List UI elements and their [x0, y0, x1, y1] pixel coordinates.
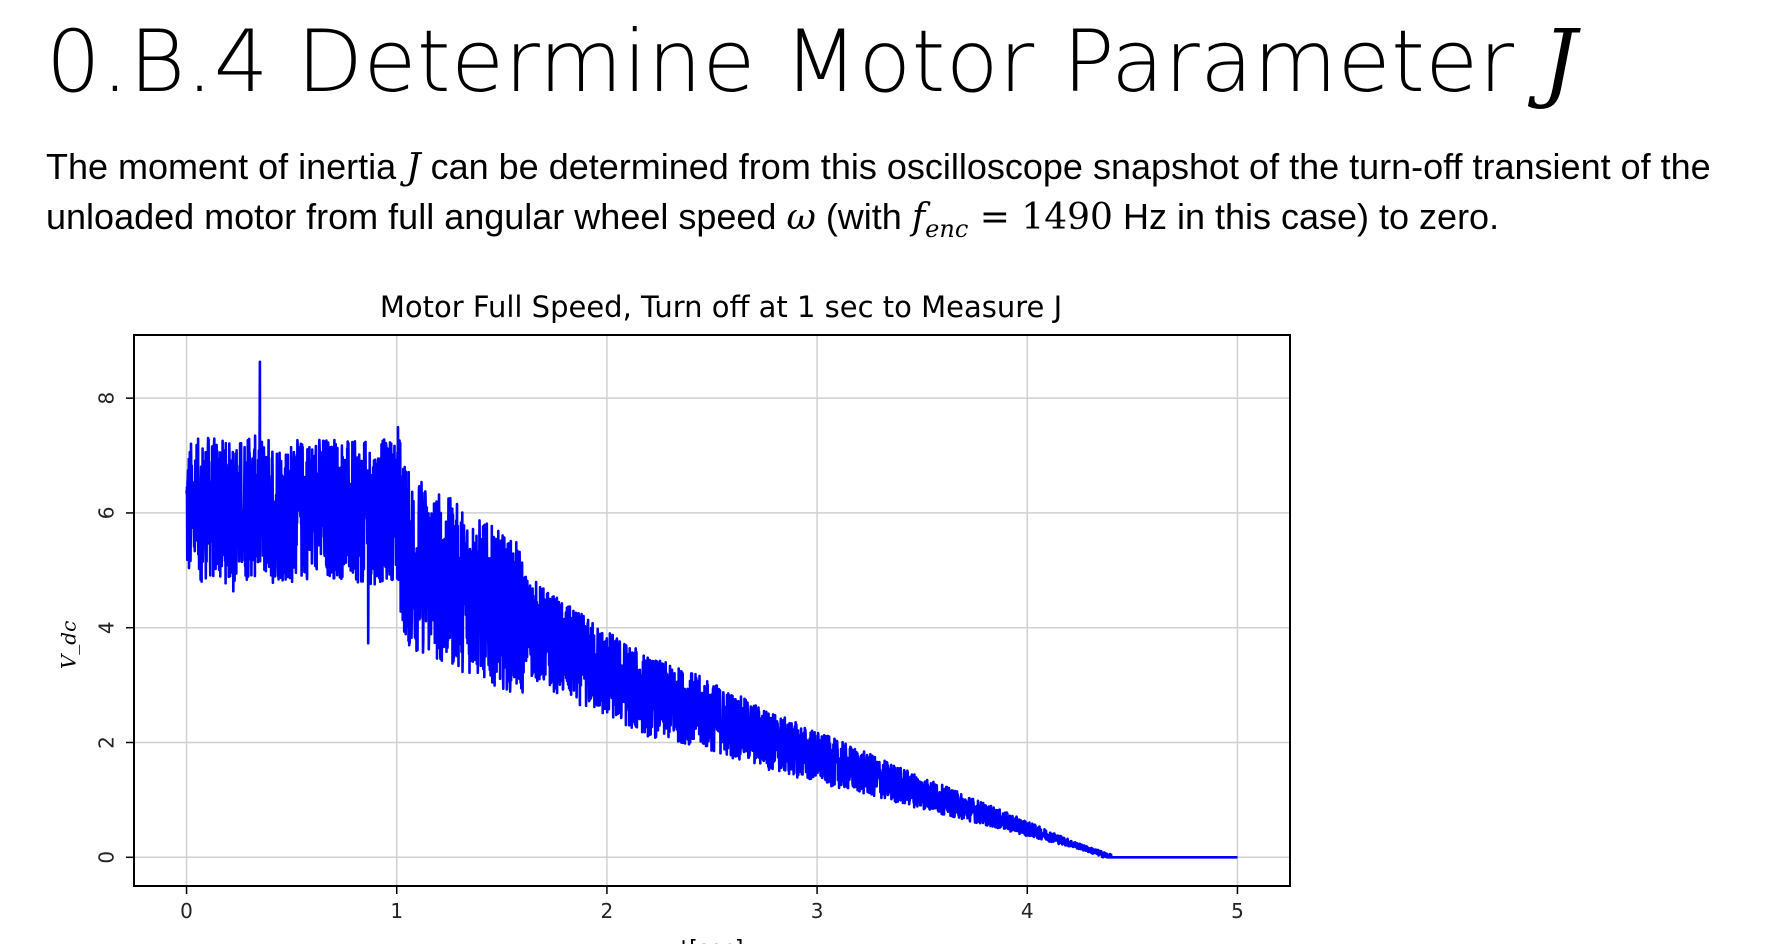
slide-title-text: 0.B.4 Determine Motor Parameter — [46, 12, 1543, 112]
chart-title: Motor Full Speed, Turn off at 1 sec to M… — [380, 290, 1062, 324]
desc-symbol-J: J — [406, 147, 421, 188]
x-tick-label: 2 — [601, 899, 614, 923]
y-axis-label: V_dc — [57, 621, 81, 669]
x-tick-label: 5 — [1231, 899, 1244, 923]
desc-text-4: Hz in this case) to zero. — [1112, 196, 1500, 237]
x-tick-label: 4 — [1021, 899, 1034, 923]
x-tick-label: 1 — [390, 899, 403, 923]
desc-equation: = 1490 — [968, 197, 1113, 238]
slide-title: 0.B.4 Determine Motor Parameter J — [46, 12, 1577, 112]
desc-symbol-omega: ω — [786, 197, 816, 238]
desc-symbol-f: f — [911, 197, 926, 238]
chart: 0 1 2 3 4 5 0 2 4 6 8 Motor Full Speed, Turn off at… — [57, 290, 1291, 944]
desc-text-3: (with — [815, 196, 912, 237]
plot-frame — [133, 334, 1291, 887]
slide-title-symbol: J — [1542, 12, 1578, 112]
x-tick-label: 0 — [180, 899, 193, 923]
x-tick-label: 3 — [811, 899, 824, 923]
y-tick-label: 2 — [95, 736, 119, 749]
x-axis-label: t[sec] — [681, 937, 744, 944]
y-tick-label: 6 — [95, 507, 119, 520]
slide-description: The moment of inertia J can be determine… — [46, 142, 1746, 254]
y-tick-label: 0 — [95, 851, 119, 864]
desc-text-1: The moment of inertia — [46, 146, 407, 187]
desc-symbol-f-subscript: enc — [925, 215, 969, 243]
y-tick-label: 8 — [95, 392, 119, 405]
y-tick-label: 4 — [95, 621, 119, 634]
series-trace — [185, 360, 1239, 859]
desc-text-2: can be determined from this oscilloscope… — [46, 146, 1711, 237]
